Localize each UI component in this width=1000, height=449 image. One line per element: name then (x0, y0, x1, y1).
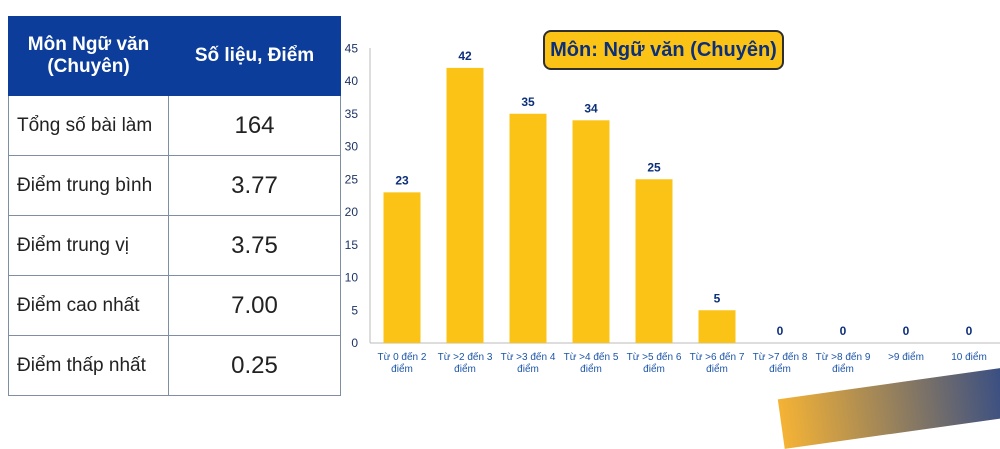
x-tick-label: điểm (580, 363, 602, 375)
x-tick-label: Từ 0 đến 2 (378, 351, 427, 363)
x-tick-label: Từ >4 đến 5 (564, 351, 619, 363)
x-tick-label: Từ >5 đến 6 (627, 351, 682, 363)
x-tick-label: điểm (391, 363, 413, 375)
x-tick-label: Từ >2 đến 3 (438, 351, 493, 363)
table-row: Điểm cao nhất 7.00 (8, 275, 341, 336)
y-tick-label: 30 (345, 140, 359, 154)
row-label: Điểm thấp nhất (8, 335, 169, 396)
data-label: 5 (714, 291, 721, 305)
chart-title: Môn: Ngữ văn (Chuyên) (543, 30, 784, 70)
y-tick-label: 15 (345, 238, 359, 252)
x-tick-label: 10 điểm (951, 351, 987, 363)
bar (572, 120, 610, 343)
y-tick-label: 40 (345, 74, 359, 88)
table-row: Điểm trung bình 3.77 (8, 155, 341, 216)
x-tick-label: điểm (706, 363, 728, 375)
y-tick-label: 20 (345, 205, 359, 219)
x-tick-label: Từ >6 đến 7 (690, 351, 745, 363)
data-label: 35 (521, 95, 535, 109)
bar (446, 67, 484, 344)
table-header-values: Số liệu, Điểm (168, 16, 341, 96)
x-tick-label: điểm (643, 363, 665, 375)
x-tick-label: điểm (832, 363, 854, 375)
table-row: Điểm trung vị 3.75 (8, 215, 341, 276)
row-label: Điểm trung bình (8, 155, 169, 216)
y-tick-label: 10 (345, 271, 359, 285)
row-label: Tổng số bài làm (8, 95, 169, 156)
bar (383, 192, 421, 343)
x-tick-label: Từ >3 đến 4 (501, 351, 556, 363)
x-tick-label: Từ >8 đến 9 (816, 351, 871, 363)
data-label: 25 (647, 160, 661, 174)
y-tick-label: 25 (345, 172, 359, 186)
y-tick-label: 35 (345, 107, 359, 121)
table-row: Điểm thấp nhất 0.25 (8, 335, 341, 396)
table-row: Tổng số bài làm 164 (8, 95, 341, 156)
row-label: Điểm trung vị (8, 215, 169, 276)
row-value: 3.75 (168, 215, 341, 276)
data-label: 23 (395, 173, 409, 187)
y-tick-label: 45 (345, 41, 359, 55)
row-value: 0.25 (168, 335, 341, 396)
row-value: 3.77 (168, 155, 341, 216)
row-value: 7.00 (168, 275, 341, 336)
x-tick-label: điểm (769, 363, 791, 375)
bar (698, 310, 736, 343)
data-label: 42 (458, 49, 472, 63)
data-label: 0 (966, 324, 973, 338)
x-tick-label: điểm (454, 363, 476, 375)
bar (509, 113, 547, 343)
data-label: 0 (840, 324, 847, 338)
x-tick-label: điểm (517, 363, 539, 375)
y-tick-label: 5 (351, 303, 358, 317)
data-label: 34 (584, 101, 598, 115)
x-tick-label: >9 điểm (888, 351, 924, 363)
table-header-subject: Môn Ngữ văn (Chuyên) (8, 16, 169, 96)
bar (635, 179, 673, 343)
stats-table: Môn Ngữ văn (Chuyên) Số liệu, Điểm Tổng … (8, 16, 341, 396)
row-label: Điểm cao nhất (8, 275, 169, 336)
row-value: 164 (168, 95, 341, 156)
data-label: 0 (777, 324, 784, 338)
data-label: 0 (903, 324, 910, 338)
x-tick-label: Từ >7 đến 8 (753, 351, 808, 363)
y-tick-label: 0 (351, 336, 358, 350)
